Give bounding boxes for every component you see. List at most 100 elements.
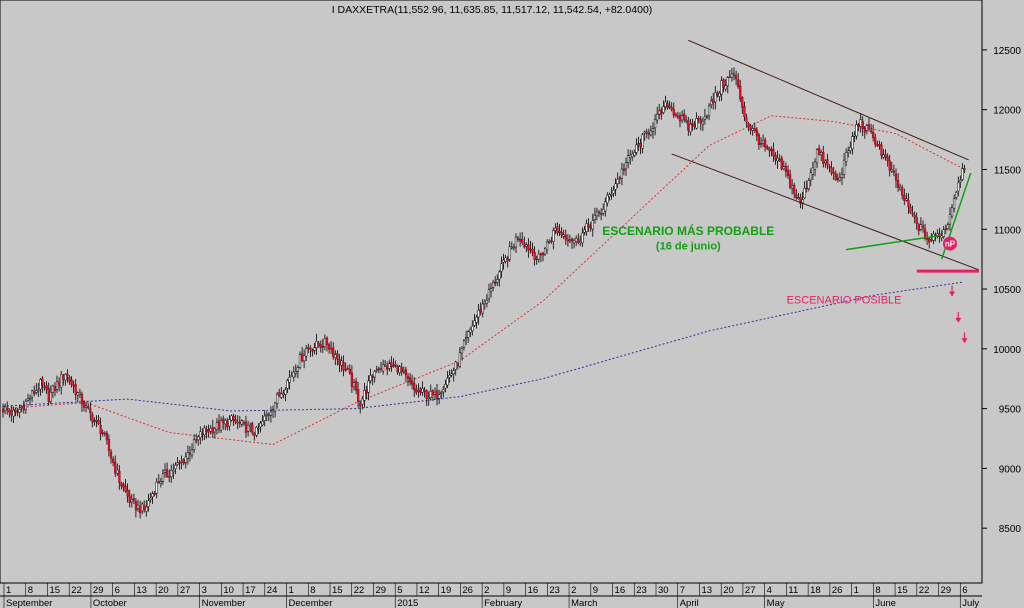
x-tick-label: 1 bbox=[289, 585, 294, 596]
candle bbox=[828, 164, 831, 173]
candle bbox=[826, 153, 829, 170]
candle-body-down bbox=[755, 129, 758, 137]
candle bbox=[130, 493, 133, 508]
candle bbox=[884, 149, 887, 161]
candle-body-up bbox=[641, 134, 644, 149]
candle-body-up bbox=[604, 201, 607, 212]
candle-body-up bbox=[508, 246, 511, 260]
candle bbox=[859, 113, 862, 133]
candle bbox=[481, 299, 484, 318]
candle-body-down bbox=[834, 173, 837, 180]
candle-body-up bbox=[215, 422, 219, 431]
candle-body-down bbox=[749, 125, 752, 131]
candle-body-up bbox=[695, 118, 698, 129]
candle-body-down bbox=[828, 166, 831, 168]
candle bbox=[37, 383, 40, 397]
candle-body-down bbox=[506, 258, 509, 261]
month-label: March bbox=[571, 598, 597, 608]
candle-body-down bbox=[888, 160, 891, 171]
candle bbox=[901, 184, 904, 200]
candle-body-up bbox=[388, 363, 391, 369]
candle bbox=[411, 374, 414, 390]
candle-body-up bbox=[249, 424, 252, 427]
candle-body-down bbox=[16, 411, 19, 413]
candle-body-down bbox=[826, 159, 829, 166]
candle bbox=[778, 154, 781, 163]
candle bbox=[68, 375, 71, 385]
candle-body-up bbox=[209, 427, 212, 432]
candle-body-down bbox=[97, 420, 100, 425]
candle bbox=[462, 339, 466, 351]
candle-body-up bbox=[658, 110, 661, 115]
candle bbox=[379, 361, 383, 373]
candle bbox=[444, 379, 447, 393]
candle-body-up bbox=[448, 375, 451, 378]
candle bbox=[892, 164, 895, 177]
candle bbox=[824, 159, 827, 168]
candle-body-up bbox=[957, 182, 960, 192]
candle-body-down bbox=[118, 470, 121, 483]
candle bbox=[699, 115, 702, 131]
candle-body-up bbox=[421, 388, 424, 393]
candle bbox=[211, 419, 214, 438]
candle bbox=[350, 365, 353, 393]
candle bbox=[305, 344, 308, 361]
candle bbox=[336, 350, 339, 366]
candle bbox=[435, 383, 439, 406]
candle-body-down bbox=[587, 224, 590, 228]
candle bbox=[712, 93, 715, 110]
candle bbox=[587, 218, 590, 232]
candle bbox=[109, 449, 113, 464]
candle-body-down bbox=[53, 386, 57, 391]
month-label: July bbox=[962, 598, 979, 608]
candle-body-up bbox=[398, 366, 401, 373]
candle bbox=[128, 489, 131, 508]
candle-body-down bbox=[687, 120, 690, 131]
candle-body-up bbox=[20, 406, 23, 409]
candle bbox=[438, 389, 441, 405]
candle-body-down bbox=[901, 187, 904, 196]
candle-body-up bbox=[271, 409, 275, 411]
candle-body-up bbox=[224, 420, 227, 425]
candle bbox=[89, 401, 92, 421]
candle bbox=[24, 398, 27, 414]
candle-body-up bbox=[801, 199, 804, 203]
candle bbox=[423, 387, 426, 398]
candle bbox=[313, 342, 316, 355]
candle-body-down bbox=[784, 166, 787, 172]
candle-body-down bbox=[757, 134, 760, 145]
candle bbox=[564, 229, 567, 245]
candle bbox=[643, 130, 646, 141]
candle bbox=[419, 386, 422, 396]
candle-body-down bbox=[45, 384, 48, 391]
candle bbox=[84, 401, 88, 413]
candle bbox=[917, 222, 920, 236]
candle bbox=[566, 234, 569, 247]
candle bbox=[855, 120, 858, 140]
candle bbox=[616, 172, 619, 188]
candle-body-down bbox=[878, 144, 881, 147]
candle-body-down bbox=[8, 410, 11, 413]
candle-body-up bbox=[820, 152, 823, 155]
candle-body-down bbox=[138, 506, 142, 514]
candle-body-up bbox=[203, 427, 206, 436]
candle bbox=[726, 76, 729, 94]
candle-body-up bbox=[394, 364, 397, 366]
candle-body-down bbox=[676, 115, 680, 118]
candle-body-down bbox=[892, 170, 895, 173]
candle bbox=[730, 67, 734, 82]
candle-body-down bbox=[618, 177, 621, 180]
candle-body-down bbox=[62, 375, 65, 380]
candle-body-up bbox=[535, 257, 538, 260]
candle-body-up bbox=[292, 371, 295, 378]
candle-body-down bbox=[309, 347, 312, 350]
x-tick-label: 15 bbox=[332, 585, 343, 596]
candle-body-up bbox=[298, 354, 302, 368]
candle-body-down bbox=[795, 194, 798, 199]
x-tick-label: 26 bbox=[462, 585, 473, 596]
candle bbox=[12, 406, 15, 423]
candle bbox=[124, 479, 127, 493]
candle bbox=[656, 106, 659, 124]
candle-body-down bbox=[365, 389, 368, 394]
x-tick-label: 3 bbox=[202, 585, 207, 596]
